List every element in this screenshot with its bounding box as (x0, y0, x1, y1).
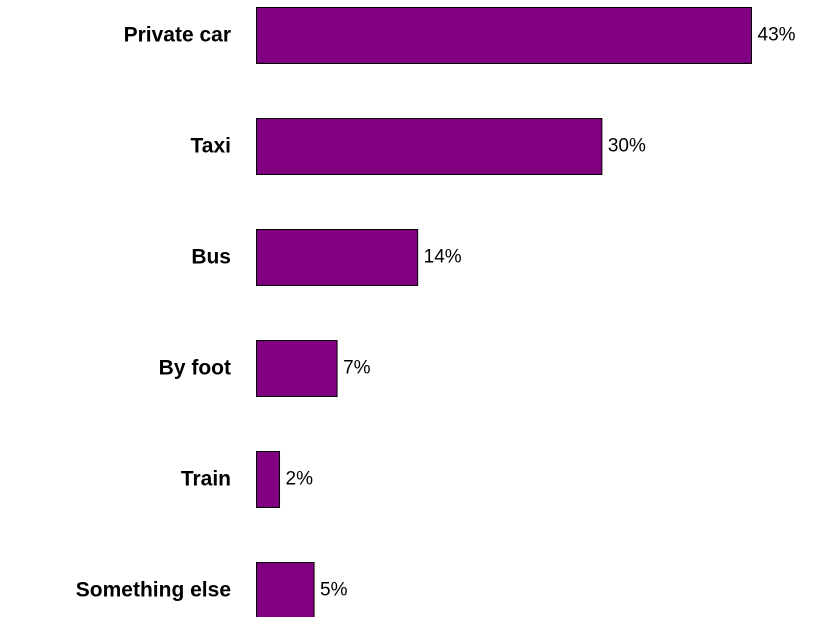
category-label-taxi: Taxi (191, 135, 231, 158)
category-labels: Private car Taxi Bus By foot Train Something … (76, 24, 231, 602)
bar-by-foot (256, 340, 338, 397)
bar-train (256, 451, 281, 508)
value-label-private-car: 43% (758, 25, 796, 46)
value-labels: 43% 30% 14% 7% 2% 5% (286, 25, 796, 601)
bar-bus (256, 229, 419, 286)
value-label-taxi: 30% (608, 136, 646, 157)
category-label-train: Train (181, 468, 231, 491)
bar-something-else (256, 562, 315, 617)
bar-private-car (256, 7, 752, 64)
category-label-bus: Bus (191, 246, 231, 269)
bar-taxi (256, 118, 603, 175)
category-label-something-else: Something else (76, 579, 231, 602)
category-label-by-foot: By foot (159, 357, 231, 380)
value-label-train: 2% (286, 469, 314, 490)
bars (256, 7, 752, 617)
value-label-bus: 14% (424, 247, 462, 268)
category-label-private-car: Private car (124, 24, 231, 47)
value-label-by-foot: 7% (343, 358, 371, 379)
value-label-something-else: 5% (320, 580, 348, 601)
